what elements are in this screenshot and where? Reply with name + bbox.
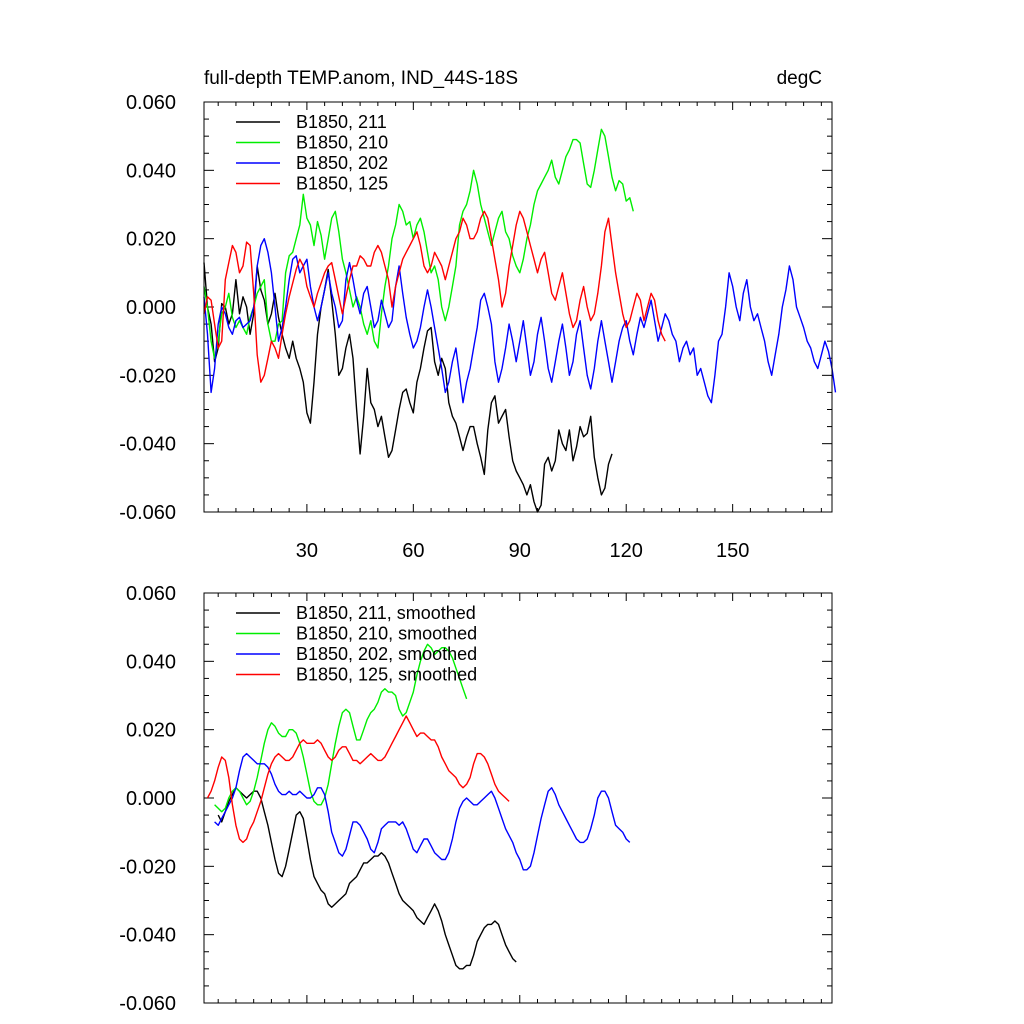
y-tick-label: 0.040 [126, 160, 176, 182]
series-lines [206, 643, 631, 970]
y-tick-label: -0.040 [119, 925, 176, 947]
y-tick-label: -0.060 [119, 502, 176, 524]
legend-label: B1850, 202 [296, 153, 388, 173]
legend-label: B1850, 125, smoothed [296, 665, 477, 685]
y-tick-label: 0.000 [126, 297, 176, 319]
series-line [214, 752, 631, 871]
y-tick-label: -0.040 [119, 434, 176, 456]
plot-frame [203, 592, 833, 1004]
series-line [203, 210, 666, 383]
top-panel: full-depth TEMP.anom, IND_44S-18S degC -… [119, 68, 837, 562]
chart-title: full-depth TEMP.anom, IND_44S-18S [204, 68, 518, 89]
series-lines [203, 128, 837, 513]
x-tick-label: 60 [402, 540, 424, 562]
legend-label: B1850, 210, smoothed [296, 624, 477, 644]
y-tick-label: 0.060 [126, 92, 176, 114]
x-tick-label: 90 [509, 540, 531, 562]
plot-frame [203, 101, 833, 513]
series-line [203, 128, 634, 359]
x-axis-tick-labels: 30 60 90 120 150 [296, 540, 750, 562]
x-tick-label: 120 [610, 540, 643, 562]
series-line [217, 787, 517, 970]
bottom-panel: -0.060 -0.040 -0.020 0.000 0.020 0.040 0.060 B… [119, 583, 833, 1015]
y-tick-label: -0.060 [119, 993, 176, 1015]
legend-label: B1850, 211 [296, 112, 387, 132]
x-tick-label: 150 [716, 540, 749, 562]
legend-label: B1850, 125 [296, 174, 388, 194]
x-tick-label: 30 [296, 540, 318, 562]
axis-ticks [204, 592, 832, 1004]
series-line [206, 715, 510, 844]
y-tick-label: 0.020 [126, 229, 176, 251]
series-line [203, 262, 613, 513]
series-line [214, 643, 468, 813]
y-axis-tick-labels: -0.060 -0.040 -0.020 0.000 0.020 0.040 0.060 [119, 583, 176, 1015]
legend-label: B1850, 210 [296, 133, 388, 153]
y-tick-label: 0.020 [126, 720, 176, 742]
y-axis-tick-labels: -0.060 -0.040 -0.020 0.000 0.020 0.040 0.060 [119, 92, 176, 524]
legend-label: B1850, 211, smoothed [296, 603, 476, 623]
y-tick-label: 0.060 [126, 583, 176, 605]
legend-label: B1850, 202, smoothed [296, 644, 477, 664]
y-tick-label: 0.000 [126, 788, 176, 810]
units-label: degC [777, 68, 822, 89]
y-tick-label: -0.020 [119, 365, 176, 387]
y-tick-label: -0.020 [119, 856, 176, 878]
series-line [203, 237, 837, 404]
y-tick-label: 0.040 [126, 651, 176, 673]
